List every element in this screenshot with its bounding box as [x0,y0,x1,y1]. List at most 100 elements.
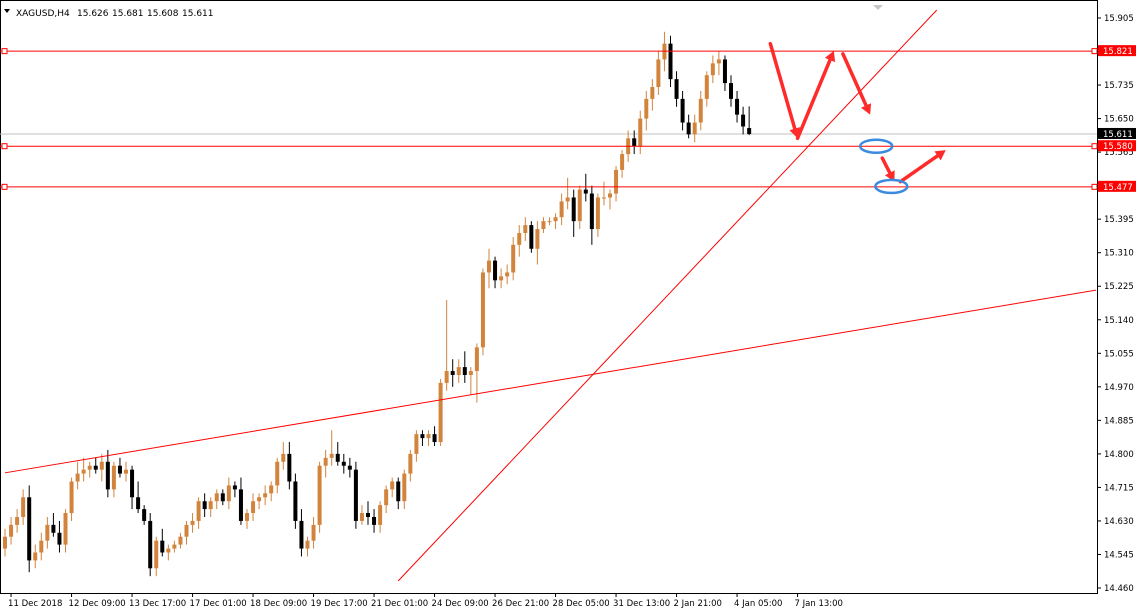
candle [232,481,237,498]
arrow-shaft[interactable] [880,156,892,175]
target-ellipse[interactable] [874,178,909,195]
candle-body [136,497,141,510]
arrow[interactable] [898,150,946,184]
arrow-head[interactable] [861,103,872,115]
arrow[interactable] [880,156,895,182]
target-ellipse[interactable] [858,138,894,154]
candle-body [226,485,231,502]
x-tick-label: 2 Jan 21:00 [674,599,722,609]
candle-body [142,509,147,521]
y-tick-label: 15.905 [1104,14,1134,24]
candle-body [692,122,697,135]
x-tick-label: 31 Dec 13:00 [613,599,670,609]
candle-body [190,520,195,525]
candle-body [63,513,68,545]
candle-body [214,493,219,502]
candle [317,461,322,533]
drawings-layer[interactable] [0,9,1112,582]
level-handle[interactable] [1091,48,1098,55]
y-tick-label: 15.310 [1104,249,1134,259]
candle-body [323,457,328,466]
candle [698,90,703,131]
candle-body [505,272,510,277]
candle-body [589,193,594,230]
candle [39,532,44,561]
candle [214,489,219,510]
candle-body [420,434,425,439]
candle-body [148,520,153,569]
candle [21,489,26,525]
candle [142,505,147,525]
candle [608,189,612,210]
level-price-label: 15.580 [1103,142,1133,152]
candle-body [378,505,383,525]
level-handle[interactable] [1,183,8,190]
candle [450,359,455,387]
candle [559,193,564,226]
candle-body [57,532,62,545]
candle [353,461,358,529]
candle [335,442,340,466]
y-tick-label: 15.565 [1104,148,1134,158]
arrow-head[interactable] [824,50,836,63]
candle [692,114,697,143]
y-tick-label: 14.630 [1104,517,1134,527]
candle-body [541,221,546,230]
level-price-tag [1098,140,1136,152]
x-tick-label: 7 Jan 13:00 [795,599,843,609]
candle-body [124,469,128,474]
y-tick-label: 14.800 [1104,450,1134,460]
candle [251,493,256,521]
arrow[interactable] [795,50,836,141]
candle [329,430,334,466]
candle [190,513,195,533]
arrow-head[interactable] [934,150,946,161]
candle [9,516,14,545]
candle-body [499,276,504,281]
candle-body [172,544,177,549]
candle-body [438,382,443,443]
level-price-label: 15.477 [1103,183,1133,193]
candle [287,442,292,490]
candle-body [130,469,135,498]
candle [741,106,746,135]
candle-body [608,193,612,198]
trendline[interactable] [4,287,1112,474]
arrow[interactable] [841,52,872,115]
candle-body [329,453,334,458]
candle-body [269,485,274,494]
candle [45,516,50,549]
candle-body [565,197,570,202]
candle [347,457,352,478]
candle-body [523,225,528,233]
trendline[interactable] [397,9,938,582]
candle [172,540,177,553]
candle [124,461,128,482]
level-handle[interactable] [1,48,8,55]
candle-body [450,371,455,375]
candle [614,165,619,202]
candle [541,217,546,233]
candle [366,501,370,525]
level-handle[interactable] [1091,143,1098,150]
arrow-shaft[interactable] [768,41,797,131]
arrow-shaft[interactable] [898,154,940,184]
candle [408,449,413,482]
candle-body [402,473,407,502]
candle [674,71,679,107]
arrow-shaft[interactable] [795,58,832,141]
candle-body [372,516,377,525]
candle-body [87,465,92,470]
candle-body [311,524,316,541]
candle-body [81,469,86,474]
candle [99,453,104,482]
arrow-shaft[interactable] [841,52,868,108]
chart-shift-marker-icon[interactable] [873,5,883,10]
level-handle[interactable] [1091,183,1098,190]
arrow[interactable] [768,41,801,139]
candle [729,75,733,107]
collapse-triangle-icon[interactable] [4,9,10,13]
level-handle[interactable] [1,143,8,150]
candle [33,544,38,569]
